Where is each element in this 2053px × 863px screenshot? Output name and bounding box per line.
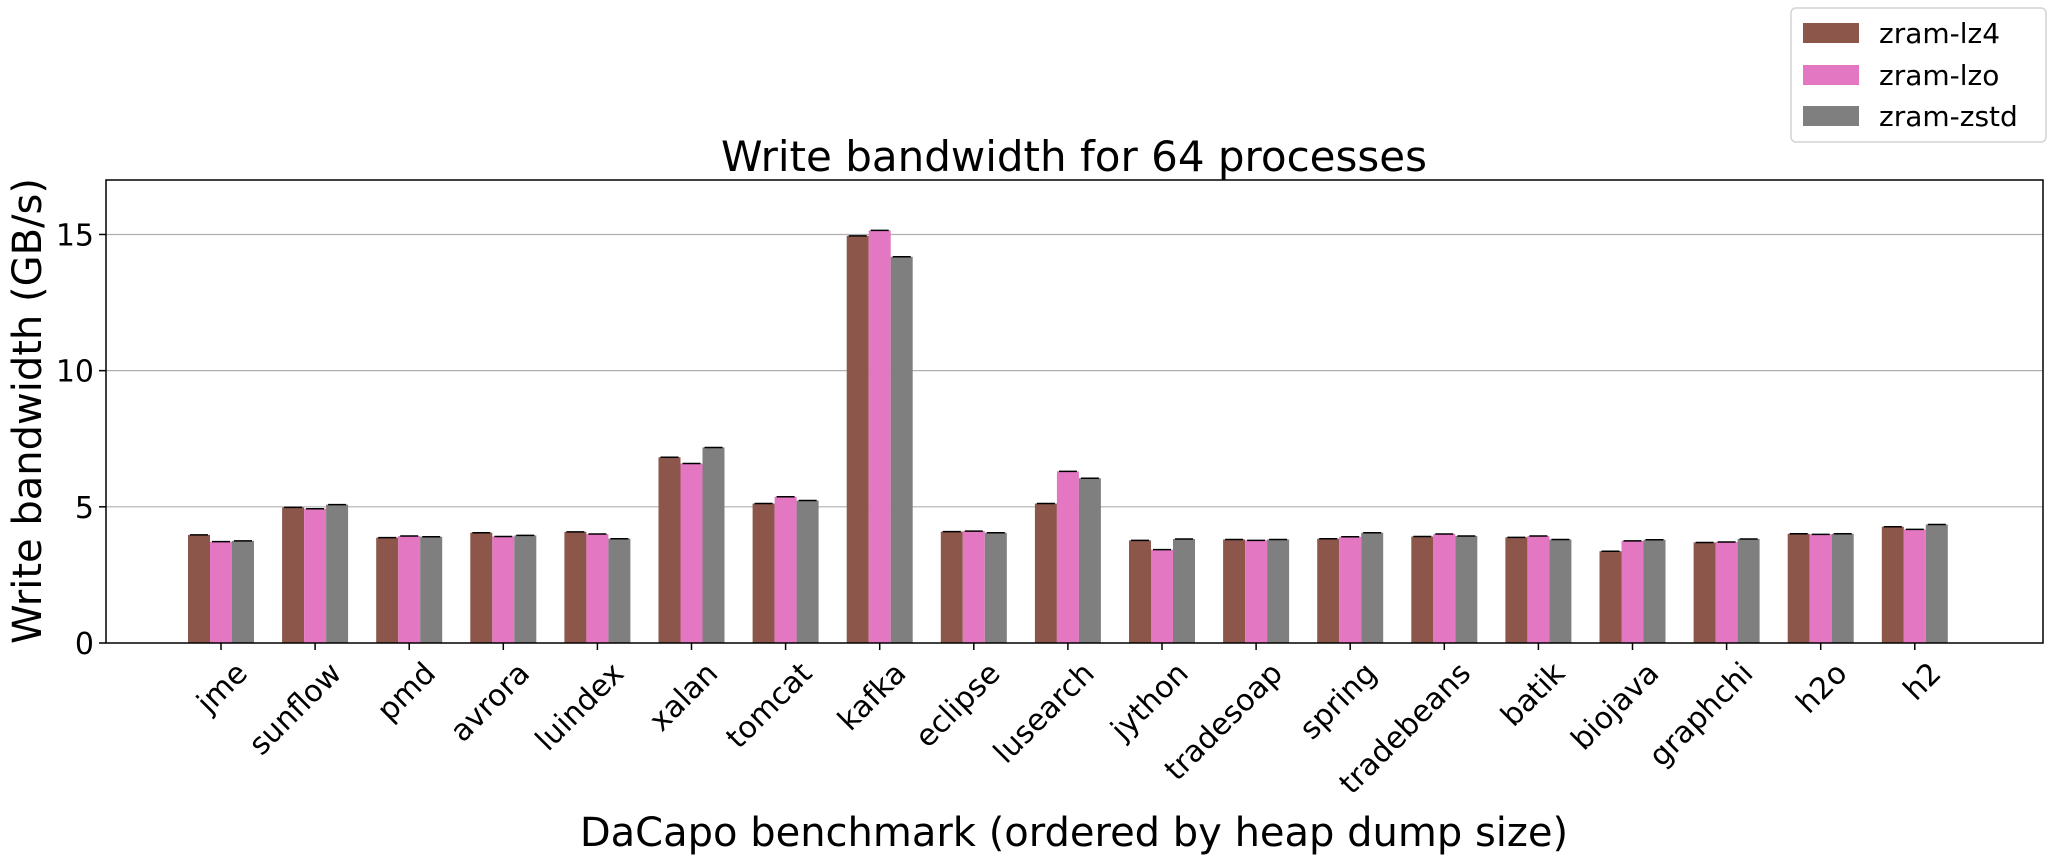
legend: zram-lz4 zram-lzo zram-zstd	[1790, 7, 2047, 143]
x-tick-label-pmd: pmd	[371, 656, 443, 728]
bar-zram-zstd-h2	[1925, 524, 1948, 643]
bar-zram-zstd-avrora	[514, 535, 537, 643]
x-tick-label-h2o: h2o	[1790, 656, 1855, 721]
x-tick-label-h2: h2	[1897, 656, 1949, 708]
y-axis: 0 5 10 15	[56, 218, 106, 662]
x-tick-label-tomcat: tomcat	[720, 656, 820, 756]
bar-zram-lzo-xalan	[680, 463, 703, 643]
bar-zram-lz4-lusearch	[1034, 503, 1057, 643]
gridlines	[106, 233, 2043, 508]
bar-zram-lz4-spring	[1317, 538, 1340, 643]
bar-zram-lzo-jython	[1151, 549, 1173, 643]
bar-zram-lzo-batik	[1527, 535, 1550, 643]
bar-zram-lzo-lusearch	[1056, 471, 1079, 643]
x-tick-label-luindex: luindex	[529, 656, 631, 758]
bar-zram-lz4-pmd	[376, 537, 399, 643]
y-tick-label: 15	[56, 218, 94, 253]
chart-title: Write bandwidth for 64 processes	[721, 132, 1427, 181]
y-axis-title: Write bandwidth (GB/s)	[5, 178, 51, 644]
bars	[188, 229, 1948, 644]
bar-zram-lz4-tradebeans	[1411, 536, 1434, 643]
bar-zram-lzo-h2	[1903, 529, 1926, 643]
y-tick-label: 5	[75, 491, 94, 526]
bar-zram-lzo-kafka	[868, 230, 891, 643]
bar-zram-zstd-xalan	[702, 447, 725, 643]
bar-zram-zstd-batik	[1549, 539, 1572, 643]
bar-zram-lz4-kafka	[846, 235, 869, 644]
bar-zram-lz4-eclipse	[940, 531, 963, 643]
bar-zram-zstd-jython	[1173, 538, 1195, 643]
bar-zram-lz4-xalan	[658, 457, 681, 643]
legend-label-zram-zstd: zram-zstd	[1879, 100, 2018, 133]
bar-zram-lz4-graphchi	[1693, 542, 1716, 643]
y-tick-label: 0	[75, 627, 94, 662]
bar-zram-zstd-h2o	[1831, 533, 1854, 643]
bar-zram-zstd-spring	[1361, 532, 1384, 643]
bar-zram-zstd-graphchi	[1737, 538, 1760, 643]
bar-zram-lz4-h2o	[1787, 533, 1810, 643]
x-tick-label-avrora: avrora	[444, 656, 537, 749]
x-tick-label-xalan: xalan	[643, 656, 726, 739]
x-tick-label-graphchi: graphchi	[1642, 656, 1760, 774]
bar-zram-lz4-luindex	[564, 531, 587, 643]
plot-frame	[105, 179, 2044, 644]
bar-zram-lzo-avrora	[492, 536, 515, 643]
bar-zram-lzo-h2o	[1809, 534, 1832, 643]
bar-zram-lzo-biojava	[1621, 540, 1644, 643]
legend-swatch-zram-lzo	[1803, 65, 1859, 85]
bar-zram-zstd-tradesoap	[1267, 539, 1290, 643]
bar-zram-zstd-sunflow	[326, 504, 349, 643]
bar-zram-lz4-tomcat	[752, 503, 775, 643]
x-tick-label-lusearch: lusearch	[987, 656, 1102, 771]
bar-zram-lz4-biojava	[1599, 551, 1622, 643]
y-tick-label: 10	[56, 355, 94, 390]
bar-zram-lzo-spring	[1339, 536, 1362, 643]
bar-zram-lzo-graphchi	[1715, 541, 1738, 643]
x-tick-label-jython: jython	[1104, 656, 1196, 748]
bar-zram-lzo-sunflow	[304, 508, 327, 643]
x-tick-label-batik: batik	[1494, 655, 1572, 733]
bar-zram-zstd-eclipse	[984, 532, 1007, 643]
legend-swatch-zram-zstd	[1803, 106, 1859, 126]
bar-zram-lzo-tomcat	[774, 496, 797, 643]
bar-zram-lzo-eclipse	[962, 531, 985, 643]
bar-zram-zstd-pmd	[420, 536, 443, 643]
x-axis-title: DaCapo benchmark (ordered by heap dump s…	[580, 810, 1568, 856]
bar-zram-lzo-luindex	[586, 534, 609, 643]
bar-zram-lzo-tradesoap	[1245, 540, 1268, 643]
legend-label-zram-lzo: zram-lzo	[1879, 59, 1999, 92]
x-tick-label-jme: jme	[190, 656, 255, 721]
x-tick-label-sunflow: sunflow	[242, 656, 348, 762]
x-tick-label-spring: spring	[1293, 656, 1384, 747]
x-tick-label-kafka: kafka	[831, 656, 913, 738]
bar-zram-zstd-lusearch	[1078, 478, 1101, 643]
bar-zram-zstd-luindex	[608, 538, 631, 643]
legend-label-zram-lz4: zram-lz4	[1879, 17, 2000, 50]
bar-zram-lz4-avrora	[470, 532, 493, 643]
bar-zram-lz4-jme	[188, 534, 210, 643]
bar-zram-zstd-jme	[232, 540, 254, 643]
bar-zram-lzo-jme	[210, 541, 232, 643]
bar-zram-lz4-jython	[1129, 540, 1151, 643]
bar-zram-zstd-kafka	[890, 256, 913, 643]
bar-zram-lz4-h2	[1881, 526, 1904, 643]
bar-zram-zstd-tomcat	[796, 500, 819, 643]
bar-zram-lzo-tradebeans	[1433, 534, 1456, 643]
bar-zram-lzo-pmd	[398, 535, 421, 643]
bar-zram-lz4-batik	[1505, 537, 1528, 643]
bar-zram-lz4-sunflow	[282, 507, 305, 643]
legend-swatch-zram-lz4	[1803, 23, 1859, 43]
bar-zram-zstd-tradebeans	[1455, 535, 1478, 643]
bar-zram-lz4-tradesoap	[1223, 539, 1246, 643]
bar-zram-zstd-biojava	[1643, 539, 1666, 643]
